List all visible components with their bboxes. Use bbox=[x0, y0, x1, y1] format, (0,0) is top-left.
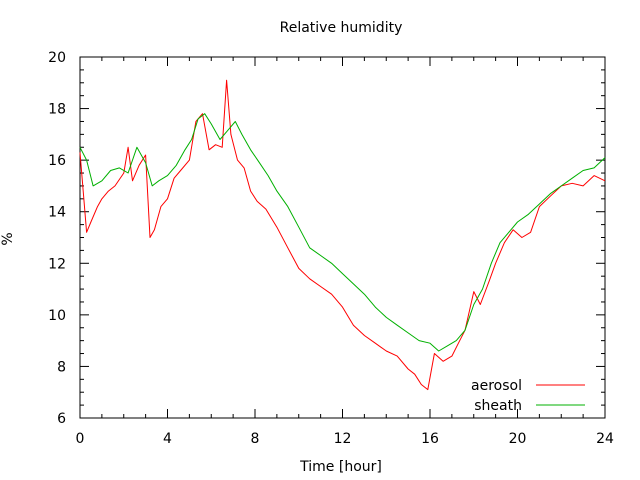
x-tick-label: 24 bbox=[596, 431, 614, 447]
x-tick-label: 4 bbox=[163, 431, 172, 447]
x-axis-label: Time [hour] bbox=[299, 459, 382, 475]
legend-label-aerosol: aerosol bbox=[471, 378, 522, 394]
series-lines bbox=[79, 79, 606, 391]
y-tick-label: 12 bbox=[48, 256, 66, 272]
x-tick-label: 20 bbox=[509, 431, 527, 447]
legend-label-sheath: sheath bbox=[474, 398, 522, 414]
y-tick-label: 20 bbox=[48, 50, 66, 66]
x-tick-label: 12 bbox=[334, 431, 352, 447]
x-tick-label: 16 bbox=[421, 431, 439, 447]
y-axis-label: % bbox=[0, 232, 16, 245]
chart-title: Relative humidity bbox=[280, 20, 403, 36]
y-tick-label: 16 bbox=[48, 153, 66, 169]
legend: aerosol sheath bbox=[471, 378, 585, 414]
series-line-sheath bbox=[79, 113, 606, 352]
y-tick-label: 8 bbox=[57, 359, 66, 375]
x-tick-label: 0 bbox=[76, 431, 85, 447]
x-tick-label: 8 bbox=[251, 431, 260, 447]
y-tick-label: 6 bbox=[57, 411, 66, 427]
axis-ticks: 0 4 8 12 16 20 24 6 8 10 12 14 16 18 20 bbox=[48, 50, 614, 447]
y-tick-label: 18 bbox=[48, 102, 66, 118]
plot-frame bbox=[79, 56, 606, 419]
y-tick-label: 14 bbox=[48, 205, 66, 221]
y-tick-label: 10 bbox=[48, 308, 66, 324]
series-line-aerosol bbox=[79, 79, 606, 391]
